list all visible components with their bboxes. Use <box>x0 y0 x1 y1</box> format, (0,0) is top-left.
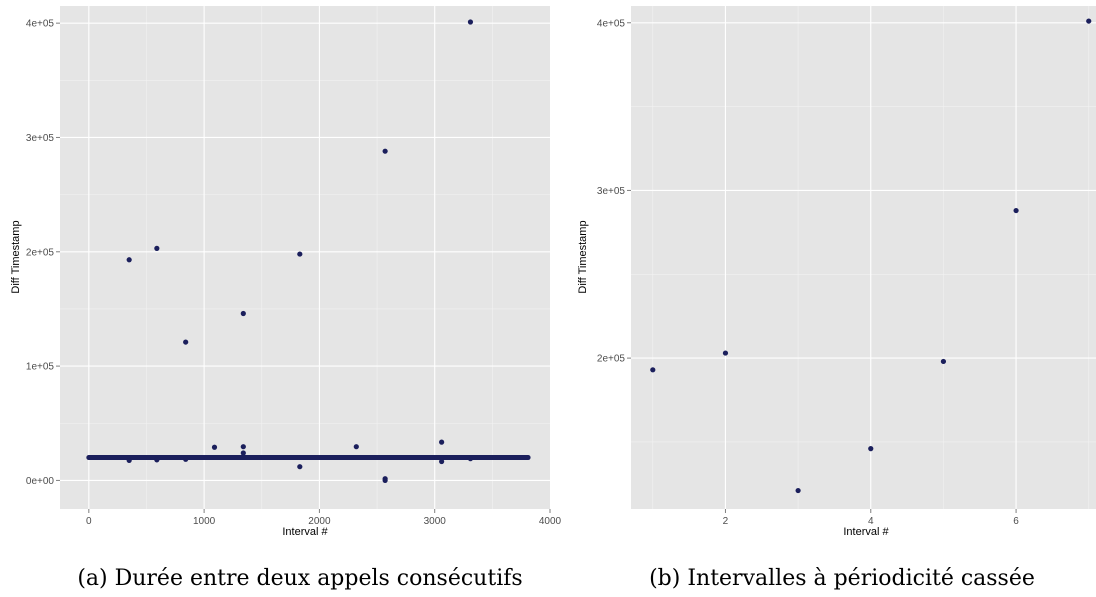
data-point <box>240 444 246 450</box>
data-point <box>183 456 189 462</box>
y-tick-label: 1e+05 <box>26 362 55 373</box>
plot-panel <box>631 6 1096 509</box>
data-point <box>439 439 445 445</box>
x-tick-label: 6 <box>1013 516 1019 527</box>
data-point <box>940 358 947 365</box>
y-axis-title: Diff Timestamp <box>577 220 589 293</box>
data-point <box>467 19 474 25</box>
data-point <box>382 477 388 484</box>
x-tick-label: 1000 <box>193 516 216 527</box>
y-tick-label: 2e+05 <box>597 354 626 365</box>
data-point <box>650 367 656 373</box>
caption-b: (b) Intervalles à périodicité cassée <box>649 566 1035 591</box>
data-point <box>439 458 445 465</box>
x-tick-label: 2000 <box>308 516 331 527</box>
data-point <box>353 444 359 450</box>
data-point <box>154 457 160 463</box>
plot-panel <box>60 6 550 509</box>
y-tick-label: 3e+05 <box>26 133 55 144</box>
data-point <box>240 310 246 317</box>
y-axis-title: Diff Timestamp <box>10 220 22 293</box>
scatter-plot-b: 2 4 6 2e+05 3e+05 4e+05 Interval # Diff Timesta… <box>577 6 1096 538</box>
caption-a: (a) Durée entre deux appels consécutifs <box>77 566 522 591</box>
data-point <box>211 444 218 450</box>
x-tick-label: 3000 <box>424 516 447 527</box>
y-tick-label: 3e+05 <box>597 186 626 197</box>
data-point <box>467 456 474 462</box>
x-tick-label: 2 <box>723 516 729 527</box>
x-axis-title: Interval # <box>843 526 889 538</box>
data-point <box>382 148 388 154</box>
data-point <box>154 245 160 251</box>
y-tick-label: 2e+05 <box>26 247 55 258</box>
x-tick-label: 4 <box>868 516 874 527</box>
x-tick-label: 4000 <box>539 516 562 527</box>
scatter-plot-a: 0 1000 2000 3000 4000 0e+00 1e+05 2e+05 3e+05 4e+… <box>10 6 562 538</box>
x-axis-title: Interval # <box>282 526 328 538</box>
y-tick-label: 4e+05 <box>26 19 55 30</box>
y-tick-label: 0e+00 <box>26 476 55 487</box>
data-point <box>240 450 246 456</box>
data-point <box>868 446 874 452</box>
data-point <box>1013 207 1019 214</box>
data-point <box>126 457 132 464</box>
data-point <box>1086 18 1092 24</box>
data-point <box>126 257 132 263</box>
data-point <box>722 350 729 356</box>
data-point <box>297 464 303 470</box>
data-point <box>183 339 189 345</box>
data-point <box>795 487 801 494</box>
x-tick-label: 0 <box>86 516 92 527</box>
data-point <box>297 251 303 257</box>
y-tick-label: 4e+05 <box>597 18 626 29</box>
